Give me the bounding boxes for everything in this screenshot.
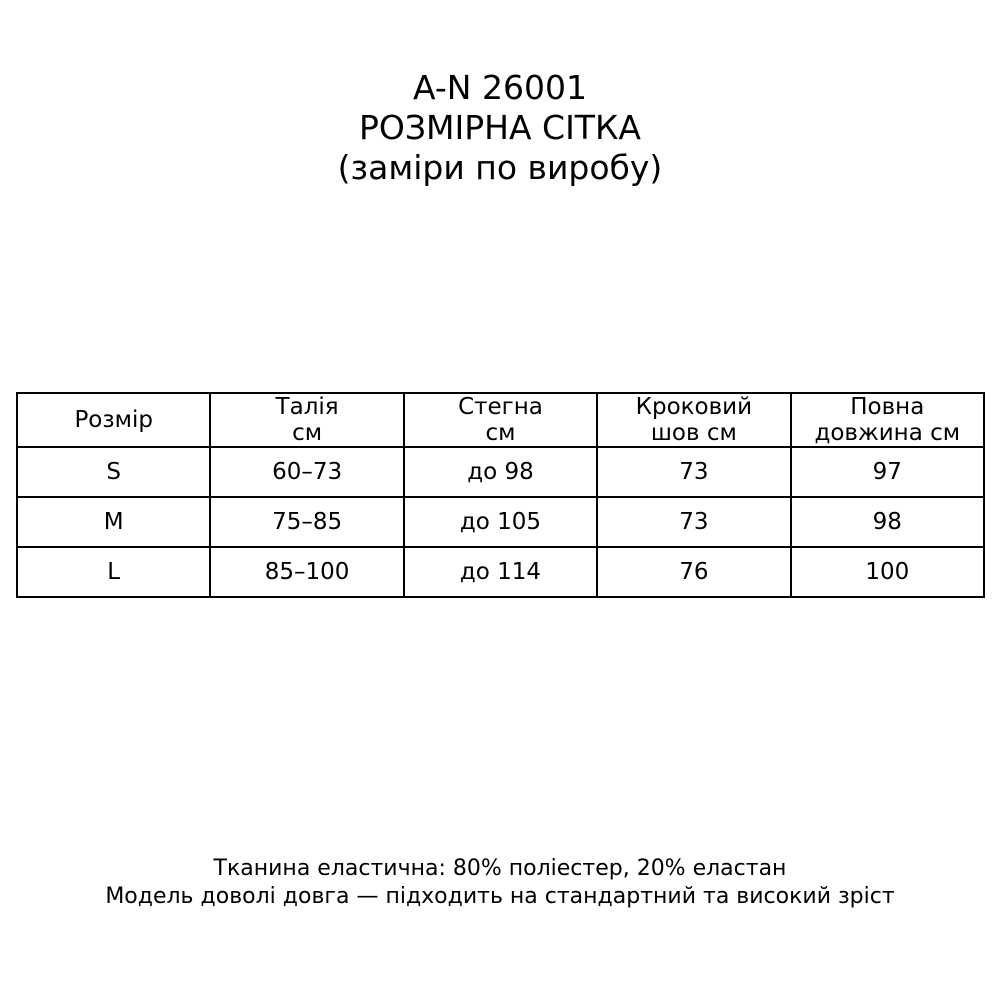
size-table: Розмір Талія см Стегна см Кроковий шов см П… (15, 392, 986, 598)
fit-note: Модель доволі довга — підходить на станд… (105, 884, 895, 909)
cell-hips: до 114 (402, 546, 599, 598)
header-length: Повна довжина см (789, 392, 986, 448)
cell-size: L (15, 546, 212, 598)
cell-waist: 75–85 (209, 496, 405, 548)
header-waist: Талія см (209, 392, 405, 448)
chart-subheading: (заміри по виробу) (337, 148, 663, 187)
footer-notes: Тканина еластична: 80% поліестер, 20% ел… (0, 855, 1000, 911)
cell-length: 98 (789, 496, 986, 548)
table-header-row: Розмір Талія см Стегна см Кроковий шов см П… (15, 392, 986, 448)
header-unit: см (292, 420, 323, 446)
cell-size: M (15, 496, 212, 548)
page-title: A-N 26001 РОЗМІРНА СІТКА (заміри по виро… (0, 68, 1000, 188)
header-unit: довжина см (814, 420, 961, 446)
cell-hips: до 105 (402, 496, 599, 548)
cell-length: 100 (789, 546, 986, 598)
table-row: S 60–73 до 98 73 97 (15, 446, 986, 498)
cell-waist: 85–100 (209, 546, 405, 598)
product-code: A-N 26001 (413, 68, 587, 107)
cell-length: 97 (789, 446, 986, 498)
header-label: Стегна (458, 394, 543, 420)
fabric-note: Тканина еластична: 80% поліестер, 20% ел… (213, 856, 787, 881)
header-unit: см (485, 420, 516, 446)
chart-heading: РОЗМІРНА СІТКА (359, 108, 641, 147)
header-unit: шов см (650, 420, 737, 446)
header-label: Розмір (74, 407, 153, 433)
header-size: Розмір (15, 392, 212, 448)
cell-inseam: 73 (596, 496, 792, 548)
cell-inseam: 73 (596, 446, 792, 498)
table-row: M 75–85 до 105 73 98 (15, 496, 986, 548)
cell-waist: 60–73 (209, 446, 405, 498)
header-hips: Стегна см (402, 392, 599, 448)
header-inseam: Кроковий шов см (596, 392, 792, 448)
header-label: Кроковий (635, 394, 753, 420)
cell-hips: до 98 (402, 446, 599, 498)
cell-size: S (15, 446, 212, 498)
cell-inseam: 76 (596, 546, 792, 598)
header-label: Повна (850, 394, 925, 420)
header-label: Талія (275, 394, 339, 420)
table-row: L 85–100 до 114 76 100 (15, 546, 986, 598)
